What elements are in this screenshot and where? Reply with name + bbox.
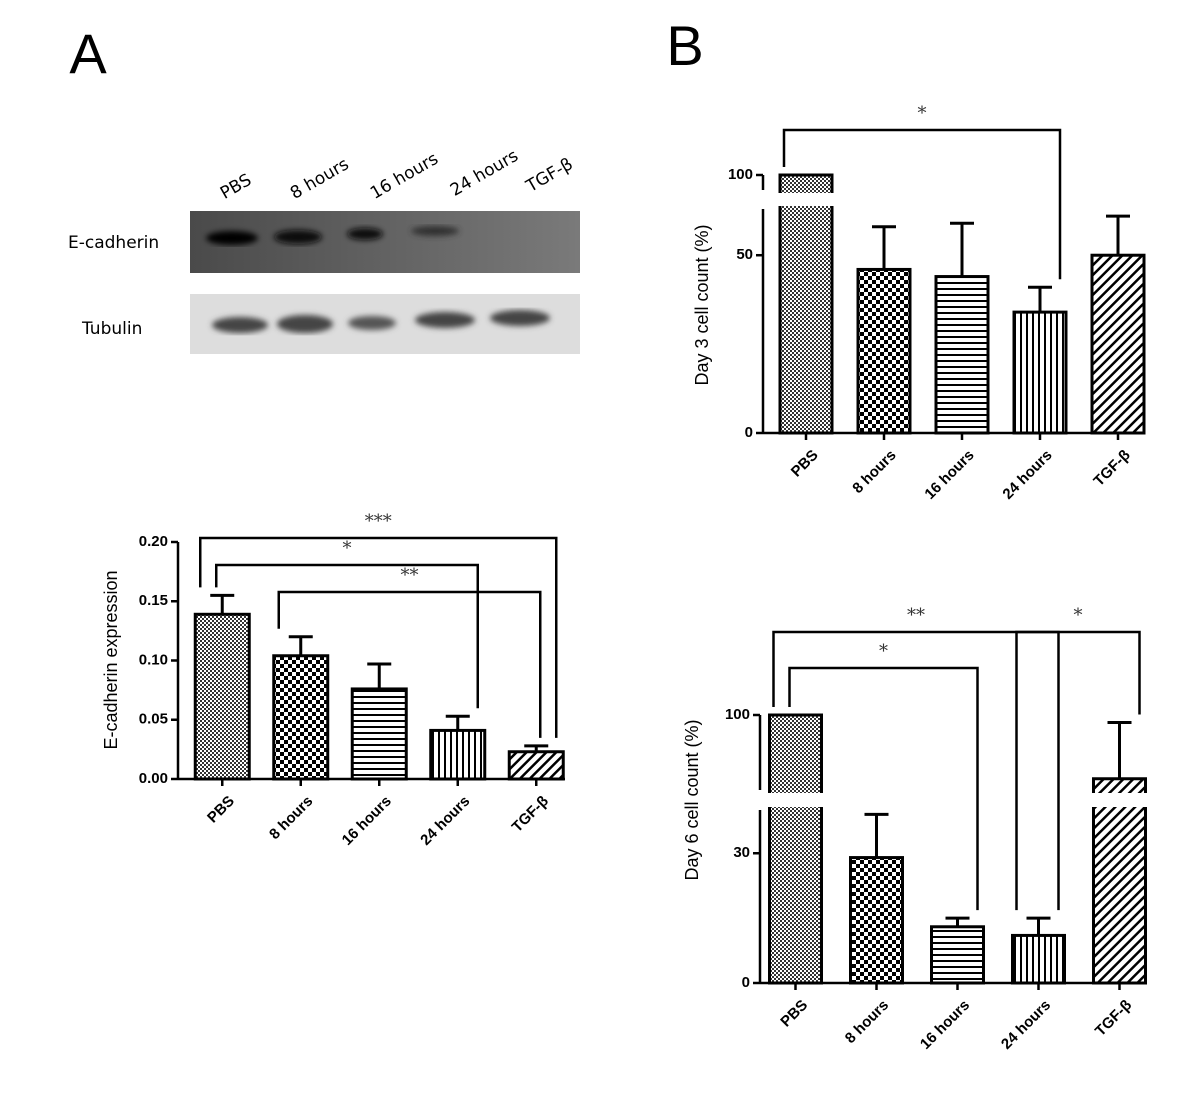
x-tick-label: 24 hours xyxy=(417,793,473,849)
y-tick-label: 0.10 xyxy=(139,651,168,668)
lane-label: 8 hours xyxy=(287,154,353,203)
significance-bracket xyxy=(277,590,542,738)
bar xyxy=(1011,933,1066,985)
y-axis-label: Day 6 cell count (%) xyxy=(682,719,702,880)
x-tick-label: TGF-β xyxy=(1090,447,1133,490)
panel-label: A xyxy=(69,22,107,85)
significance-label: * xyxy=(879,641,888,662)
x-tick-label: TGF-β xyxy=(1092,997,1135,1040)
significance-bracket xyxy=(772,630,1060,911)
lane-label: PBS xyxy=(217,170,255,204)
bar xyxy=(930,925,985,985)
y-tick-label: 0 xyxy=(745,424,753,441)
bar xyxy=(429,728,487,781)
x-tick-label: TGF-β xyxy=(509,793,552,836)
significance-bracket xyxy=(1015,630,1141,911)
significance-label: ** xyxy=(401,565,419,586)
y-tick-label: 0.15 xyxy=(139,592,168,609)
significance-bracket xyxy=(199,536,558,738)
y-tick-label: 50 xyxy=(736,246,753,263)
y-tick-label: 30 xyxy=(733,844,750,861)
significance-bracket xyxy=(788,666,979,911)
bar xyxy=(849,856,904,985)
bar xyxy=(193,612,251,781)
bar xyxy=(1092,777,1147,985)
x-tick-label: 16 hours xyxy=(339,793,395,849)
y-axis-label: Day 3 cell count (%) xyxy=(692,224,712,385)
x-tick-label: 24 hours xyxy=(999,447,1055,503)
significance-bracket xyxy=(215,563,479,709)
x-tick-label: PBS xyxy=(777,997,811,1031)
significance-label: * xyxy=(1074,605,1083,626)
significance-bracket xyxy=(782,128,1062,280)
bar xyxy=(856,267,912,435)
bar xyxy=(1090,253,1146,435)
bar xyxy=(350,687,408,781)
y-tick-label: 100 xyxy=(725,706,750,723)
x-tick-label: 16 hours xyxy=(917,997,973,1053)
y-tick-label: 100 xyxy=(728,166,753,183)
blot-row-label: Tubulin xyxy=(81,319,142,339)
bar xyxy=(1012,310,1068,435)
x-tick-label: PBS xyxy=(788,447,822,481)
x-tick-label: 8 hours xyxy=(849,447,899,497)
significance-label: * xyxy=(343,538,352,559)
x-tick-label: PBS xyxy=(204,793,238,827)
blot-row-label: E-cadherin xyxy=(68,233,159,253)
bar xyxy=(934,275,990,435)
significance-label: *** xyxy=(365,511,392,532)
significance-label: ** xyxy=(907,605,925,626)
blot xyxy=(190,211,580,354)
x-tick-label: 8 hours xyxy=(266,793,316,843)
y-axis-label: E-cadherin expression xyxy=(101,570,121,749)
axis-break xyxy=(746,793,1153,807)
x-tick-label: 16 hours xyxy=(921,447,977,503)
significance-label: * xyxy=(918,103,927,124)
bar xyxy=(768,713,823,985)
y-tick-label: 0 xyxy=(742,974,750,991)
x-tick-label: 8 hours xyxy=(842,997,892,1047)
lane-label: 24 hours xyxy=(447,146,522,201)
lane-label: TGF-β xyxy=(522,154,576,197)
bar xyxy=(272,654,330,781)
y-tick-label: 0.20 xyxy=(139,533,168,550)
bar xyxy=(778,173,834,435)
panel-label: B xyxy=(666,14,703,77)
y-tick-label: 0.05 xyxy=(139,711,168,728)
axis-break xyxy=(749,193,1149,206)
lane-label: 16 hours xyxy=(367,149,442,204)
y-tick-label: 0.00 xyxy=(139,770,168,787)
bar xyxy=(507,750,565,781)
x-tick-label: 24 hours xyxy=(998,997,1054,1053)
